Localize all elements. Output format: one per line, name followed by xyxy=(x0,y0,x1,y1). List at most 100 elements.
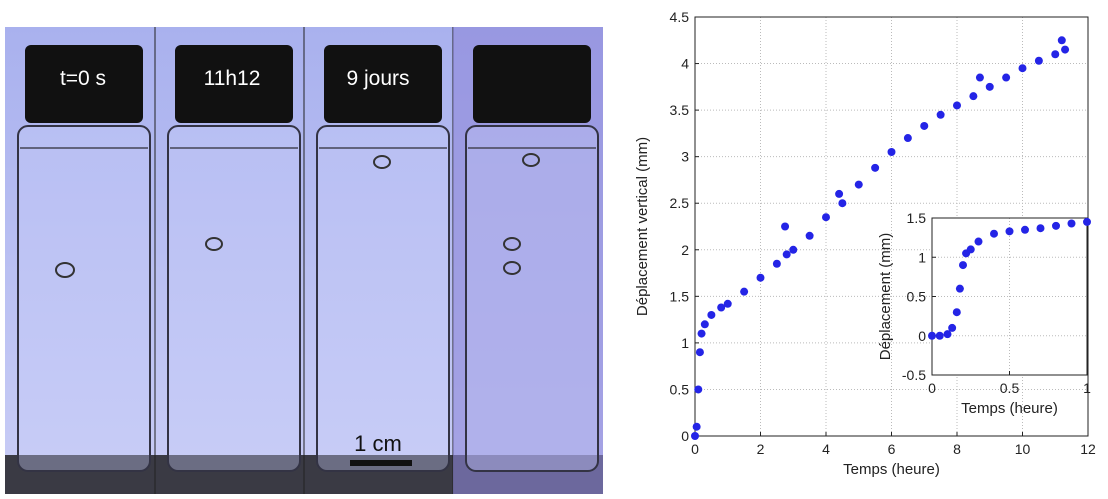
data-point xyxy=(1051,50,1060,59)
data-point xyxy=(943,330,952,339)
data-point xyxy=(952,308,961,317)
data-point xyxy=(903,134,912,143)
data-point xyxy=(1005,227,1014,236)
data-point xyxy=(1002,73,1011,82)
data-point xyxy=(835,189,844,198)
vial-cap xyxy=(175,45,293,123)
data-point xyxy=(1057,36,1066,45)
data-point xyxy=(772,259,781,268)
vial-cap xyxy=(473,45,591,123)
data-point xyxy=(966,245,975,254)
y-tick-label: 2.5 xyxy=(670,195,690,211)
y-tick-label: 3.5 xyxy=(670,102,690,118)
vial-body xyxy=(167,125,301,472)
data-point xyxy=(723,299,732,308)
x-tick-label: 0 xyxy=(691,441,699,457)
y-tick-label: 1.5 xyxy=(907,210,927,226)
data-point xyxy=(805,231,814,240)
x-tick-label: 6 xyxy=(888,441,896,457)
photo-label: 11h12 xyxy=(204,67,261,90)
scale-bar xyxy=(350,460,412,466)
y-tick-label: 1.5 xyxy=(670,288,690,304)
data-point xyxy=(695,348,704,357)
data-point xyxy=(1083,217,1091,226)
data-point xyxy=(691,432,699,440)
vial-cap xyxy=(25,45,143,123)
x-tick-label: 10 xyxy=(1015,441,1031,457)
data-point xyxy=(822,213,830,222)
vial-body xyxy=(465,125,599,472)
bubble xyxy=(373,155,391,169)
data-point xyxy=(697,329,706,338)
photo-label: t=0 s xyxy=(60,67,106,90)
data-point xyxy=(700,320,709,329)
bubble xyxy=(522,153,540,167)
data-point xyxy=(707,310,716,319)
data-point xyxy=(717,303,726,312)
x-tick-label: 4 xyxy=(822,441,830,457)
y-axis-label: Déplacement vertical (mm) xyxy=(634,137,651,316)
data-point xyxy=(953,101,961,110)
data-point xyxy=(974,237,983,246)
data-point xyxy=(854,180,863,189)
y-tick-label: 0.5 xyxy=(907,289,927,305)
data-point xyxy=(756,273,765,282)
photo-label: 9 jours xyxy=(346,67,409,90)
data-point xyxy=(969,92,978,101)
vial-cap xyxy=(324,45,442,123)
data-point xyxy=(789,245,798,254)
data-point xyxy=(936,110,945,119)
y-tick-label: 4 xyxy=(681,56,689,72)
data-point xyxy=(985,82,994,91)
y-tick-label: 1 xyxy=(681,335,689,351)
bubble xyxy=(503,237,521,251)
y-axis-label: Déplacement (mm) xyxy=(877,233,894,361)
y-tick-label: 2 xyxy=(681,242,689,258)
vial-body xyxy=(316,125,450,472)
data-point xyxy=(959,261,967,270)
y-tick-label: 0 xyxy=(681,428,689,444)
data-point xyxy=(1034,56,1043,65)
axes-frame xyxy=(694,16,1089,437)
data-point xyxy=(975,73,984,82)
data-point xyxy=(1052,221,1060,230)
bubble xyxy=(205,237,223,251)
data-point xyxy=(781,222,790,231)
data-point xyxy=(838,199,847,208)
data-point xyxy=(740,287,749,296)
data-point xyxy=(990,229,998,238)
y-tick-label: 3 xyxy=(681,149,689,165)
vial-body xyxy=(17,125,151,472)
bubble xyxy=(503,261,521,275)
scale-bar-label: 1 cm xyxy=(354,431,402,456)
data-point xyxy=(1067,219,1076,228)
data-point xyxy=(871,163,880,172)
y-tick-label: -0.5 xyxy=(902,367,926,383)
data-point xyxy=(782,250,791,259)
data-point xyxy=(1061,45,1070,54)
data-point xyxy=(692,422,701,431)
x-tick-label: 1 xyxy=(1083,380,1091,396)
axes-frame xyxy=(931,217,1088,376)
data-point xyxy=(1018,64,1027,73)
bubble xyxy=(55,262,75,278)
photo: t=0 s 11h12 9 jours 1 cm xyxy=(5,27,603,494)
y-tick-label: 0.5 xyxy=(670,381,690,397)
data-point xyxy=(1036,224,1045,233)
data-point xyxy=(928,331,936,340)
data-point xyxy=(935,331,944,340)
x-tick-label: 0 xyxy=(928,380,936,396)
x-tick-label: 2 xyxy=(757,441,765,457)
y-tick-label: 4.5 xyxy=(670,9,690,25)
y-tick-label: 1 xyxy=(918,249,926,265)
x-axis-label: Temps (heure) xyxy=(961,400,1058,417)
x-tick-label: 0.5 xyxy=(1000,380,1020,396)
x-tick-label: 12 xyxy=(1080,441,1096,457)
data-point xyxy=(887,148,896,157)
data-point xyxy=(920,121,929,130)
data-point xyxy=(955,284,964,293)
data-point xyxy=(1021,225,1029,234)
y-tick-label: 0 xyxy=(918,328,926,344)
